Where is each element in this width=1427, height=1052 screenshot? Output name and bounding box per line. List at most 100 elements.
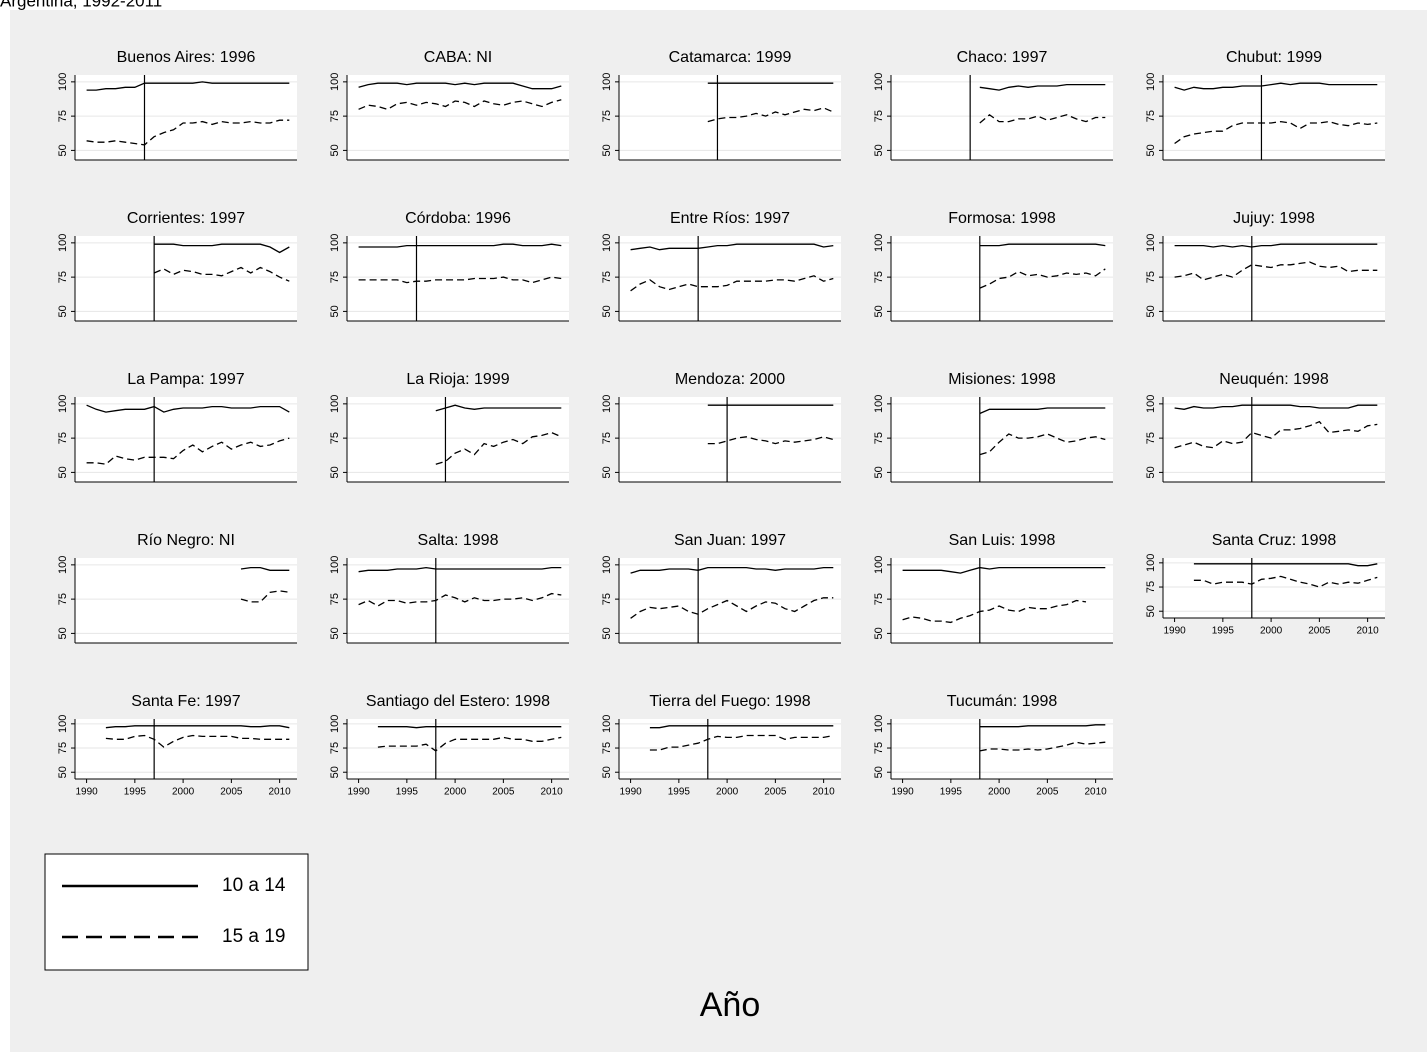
- x-tick-label: 1990: [347, 787, 370, 798]
- legend-label: 10 a 14: [222, 875, 286, 896]
- series-line: [630, 566, 834, 574]
- panel: Tucumán: 1998 50 75 100 1990 1995 2000 2005 2010: [873, 693, 1113, 798]
- series-line: [435, 404, 562, 412]
- panel-title: Buenos Aires: 1996: [117, 49, 256, 66]
- y-tick-label: 75: [601, 432, 613, 444]
- panel-title: Tucumán: 1998: [947, 693, 1058, 710]
- y-tick-label: 50: [601, 466, 613, 478]
- y-tick-label: 100: [1145, 234, 1157, 252]
- y-tick-label: 50: [873, 766, 885, 778]
- series-line: [1174, 120, 1378, 145]
- x-tick-label: 1995: [396, 787, 419, 798]
- y-tick-label: 100: [329, 395, 341, 413]
- series-line: [153, 266, 290, 282]
- y-tick-label: 75: [1145, 110, 1157, 122]
- y-tick-label: 100: [329, 73, 341, 91]
- y-tick-label: 100: [873, 715, 885, 733]
- panel-title: Santiago del Estero: 1998: [366, 693, 550, 710]
- panel-title: Tierra del Fuego: 1998: [649, 693, 810, 710]
- y-tick-label: 75: [873, 110, 885, 122]
- x-tick-label: 2010: [813, 787, 836, 798]
- y-tick-label: 75: [601, 271, 613, 283]
- y-tick-label: 50: [57, 305, 69, 317]
- plot-area: [75, 236, 297, 321]
- plot-area: [619, 719, 841, 779]
- y-tick-label: 100: [57, 395, 69, 413]
- series-line: [358, 276, 562, 284]
- panel: Misiones: 1998 50 75 100: [873, 371, 1113, 483]
- panel: Córdoba: 1996 50 75 100: [329, 210, 569, 322]
- y-tick-label: 50: [57, 466, 69, 478]
- y-tick-label: 100: [873, 73, 885, 91]
- plot-area: [1163, 75, 1385, 160]
- y-tick-label: 100: [1145, 73, 1157, 91]
- x-tick-label: 1990: [619, 787, 642, 798]
- y-tick-label: 75: [329, 271, 341, 283]
- series-line: [1174, 404, 1378, 410]
- x-tick-label: 2010: [541, 787, 564, 798]
- x-tick-label: 1990: [1163, 626, 1186, 637]
- panel: Santiago del Estero: 1998 50 75 100 1990 1995…: [329, 693, 569, 798]
- panel-title: Córdoba: 1996: [405, 210, 511, 227]
- plot-area: [347, 719, 569, 779]
- panel: Catamarca: 1999 50 75 100: [601, 49, 841, 161]
- y-tick-label: 100: [329, 715, 341, 733]
- y-tick-label: 75: [57, 271, 69, 283]
- plot-area: [1163, 236, 1385, 321]
- y-tick-label: 50: [329, 144, 341, 156]
- panel-title: La Pampa: 1997: [127, 371, 245, 388]
- panel: Neuquén: 1998 50 75 100: [1145, 371, 1385, 483]
- y-tick-label: 50: [873, 144, 885, 156]
- panel-title: Entre Ríos: 1997: [670, 210, 790, 227]
- panel-title: San Luis: 1998: [949, 532, 1056, 549]
- series-line: [979, 268, 1106, 289]
- panel-title: Corrientes: 1997: [127, 210, 245, 227]
- panel: Salta: 1998 50 75 100: [329, 532, 569, 644]
- x-tick-label: 2005: [764, 787, 787, 798]
- series-line: [630, 275, 834, 292]
- y-tick-label: 75: [329, 742, 341, 754]
- x-tick-label: 2000: [1260, 626, 1283, 637]
- series-line: [979, 724, 1106, 728]
- panel-title: Jujuy: 1998: [1233, 210, 1315, 227]
- y-tick-label: 75: [57, 742, 69, 754]
- panel-title: Mendoza: 2000: [675, 371, 785, 388]
- y-tick-label: 50: [329, 305, 341, 317]
- panel: Chaco: 1997 50 75 100: [873, 49, 1113, 161]
- legend-label: 15 a 19: [222, 926, 285, 947]
- panel: Tierra del Fuego: 1998 50 75 100 1990 1995 200…: [601, 693, 841, 798]
- x-tick-label: 1995: [1212, 626, 1235, 637]
- panel-title: San Juan: 1997: [674, 532, 786, 549]
- series-line: [154, 243, 290, 254]
- y-tick-label: 75: [329, 432, 341, 444]
- x-tick-label: 1995: [668, 787, 691, 798]
- y-tick-label: 50: [601, 144, 613, 156]
- plot-area: [347, 236, 569, 321]
- y-tick-label: 50: [57, 766, 69, 778]
- panel: Corrientes: 1997 50 75 100: [57, 210, 297, 322]
- y-tick-label: 75: [601, 110, 613, 122]
- panel-title: Santa Cruz: 1998: [1212, 532, 1337, 549]
- y-tick-label: 100: [601, 395, 613, 413]
- y-tick-label: 75: [329, 593, 341, 605]
- caption: Argentina, 1992-2011: [0, 0, 162, 10]
- y-tick-label: 100: [57, 556, 69, 574]
- y-tick-label: 100: [601, 73, 613, 91]
- plot-area: [619, 236, 841, 321]
- series-line: [86, 81, 290, 91]
- series-line: [1174, 420, 1378, 449]
- x-tick-label: 2005: [1308, 626, 1331, 637]
- series-line: [979, 83, 1106, 91]
- series-line: [377, 736, 562, 752]
- y-tick-label: 50: [329, 466, 341, 478]
- y-tick-label: 50: [873, 627, 885, 639]
- plot-area: [1163, 397, 1385, 482]
- y-tick-label: 75: [873, 432, 885, 444]
- series-line: [979, 433, 1106, 456]
- panel: CABA: NI 50 75 100: [329, 49, 569, 161]
- panel-title: Neuquén: 1998: [1219, 371, 1329, 388]
- series-line: [979, 741, 1106, 752]
- y-tick-label: 75: [57, 593, 69, 605]
